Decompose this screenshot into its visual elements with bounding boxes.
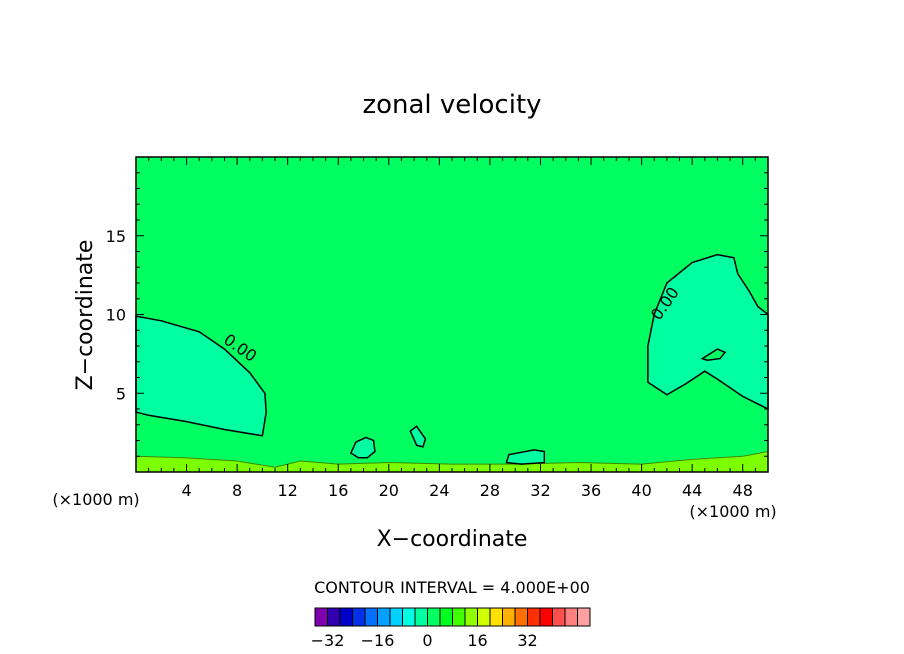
colorbar-cell: [427, 607, 441, 627]
colorbar-cell: [464, 607, 478, 627]
colorbar-tick-label: 32: [517, 631, 537, 650]
contour-interval-label: CONTOUR INTERVAL = 4.000E+00: [314, 578, 590, 597]
x-tick-label: 16: [328, 481, 348, 500]
colorbar-cell: [402, 607, 416, 627]
colorbar-cell: [552, 607, 566, 627]
colorbar-cell: [327, 607, 341, 627]
x-tick-label: 28: [480, 481, 500, 500]
x-tick-label: 8: [232, 481, 242, 500]
colorbar-tick-label: −32: [311, 631, 345, 650]
colorbar-cell: [389, 607, 403, 627]
colorbar-cell: [364, 607, 378, 627]
x-tick-label: 48: [733, 481, 753, 500]
colorbar-cell: [339, 607, 353, 627]
x-unit-label-left: (×1000 m): [52, 490, 139, 509]
chart-title: zonal velocity: [362, 90, 541, 120]
colorbar-cell: [489, 607, 503, 627]
contour-line-2: [700, 348, 727, 361]
contour-line-4: [409, 425, 427, 448]
x-tick-label: 40: [631, 481, 651, 500]
colorbar-cell: [314, 607, 328, 627]
colorbar-cell: [577, 607, 591, 627]
colorbar: −32 −16 0 16 32: [311, 607, 591, 650]
x-tick-label: 4: [181, 481, 191, 500]
contour-line-5: [505, 449, 546, 465]
colorbar-cell: [514, 607, 528, 627]
colorbar-cell: [439, 607, 453, 627]
colorbar-cell: [564, 607, 578, 627]
x-tick-label: 20: [379, 481, 399, 500]
x-unit-label-right: (×1000 m): [689, 502, 776, 521]
x-tick-label: 44: [682, 481, 702, 500]
colorbar-tick-label: 0: [422, 631, 432, 650]
colorbar-cell: [452, 607, 466, 627]
colorbar-cell: [527, 607, 541, 627]
y-tick-label: 15: [106, 227, 126, 246]
plot-area: 0.000.00: [135, 156, 769, 473]
colorbar-cell: [477, 607, 491, 627]
x-tick-label: 12: [278, 481, 298, 500]
y-tick-label: 10: [106, 306, 126, 325]
contour-line-3: [349, 436, 376, 459]
y-tick-label: 5: [116, 384, 126, 403]
colorbar-cell: [539, 607, 553, 627]
x-tick-label: 36: [581, 481, 601, 500]
colorbar-cell: [414, 607, 428, 627]
colorbar-tick-label: −16: [361, 631, 395, 650]
contour-line-1: [647, 253, 769, 411]
x-tick-label: 32: [530, 481, 550, 500]
colorbar-cell: [352, 607, 366, 627]
colorbar-tick-label: 16: [467, 631, 487, 650]
contour-line-0: [135, 315, 267, 437]
colorbar-cell: [377, 607, 391, 627]
x-axis-label: X−coordinate: [377, 527, 528, 552]
x-tick-label: 24: [429, 481, 449, 500]
y-axis-label: Z−coordinate: [73, 240, 98, 391]
colorbar-cell: [502, 607, 516, 627]
